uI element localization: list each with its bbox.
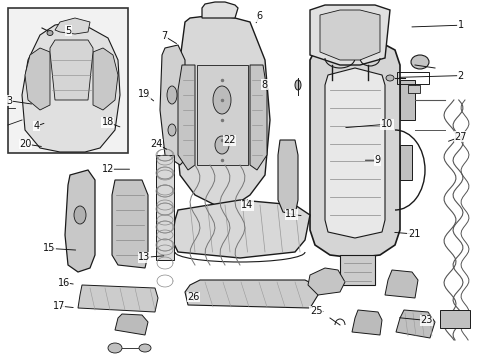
Polygon shape [250,65,267,170]
Polygon shape [310,5,390,65]
Ellipse shape [168,124,176,136]
Text: 3: 3 [7,96,13,106]
Ellipse shape [215,136,229,154]
Polygon shape [93,48,118,110]
Ellipse shape [108,343,122,353]
Text: 2: 2 [458,71,464,81]
Text: 13: 13 [139,252,151,262]
Polygon shape [172,200,310,258]
Text: 26: 26 [187,292,200,302]
Polygon shape [202,2,238,18]
Bar [8,8,128,153]
Text: 24: 24 [150,139,163,149]
Ellipse shape [167,86,177,104]
Bar [397,72,429,84]
Polygon shape [325,68,385,238]
Text: 25: 25 [310,306,322,316]
Text: 1: 1 [458,20,464,30]
Polygon shape [115,314,148,335]
Ellipse shape [139,344,151,352]
Text: 27: 27 [454,132,467,142]
Text: 23: 23 [420,315,433,325]
Polygon shape [112,180,148,268]
Text: 4: 4 [34,121,40,131]
Ellipse shape [295,80,301,90]
Polygon shape [178,65,195,170]
Text: 19: 19 [139,89,151,99]
Text: 22: 22 [223,135,236,145]
Polygon shape [65,170,95,272]
Text: 6: 6 [257,11,263,21]
Polygon shape [385,270,418,298]
Ellipse shape [47,31,53,36]
Polygon shape [55,18,90,34]
Polygon shape [308,268,345,295]
Polygon shape [160,45,185,165]
Text: 21: 21 [408,229,420,239]
Polygon shape [22,22,120,152]
Polygon shape [310,38,400,258]
Polygon shape [175,15,270,205]
Polygon shape [320,10,380,60]
Bar [400,80,415,120]
Polygon shape [396,310,435,338]
Polygon shape [197,65,248,165]
Text: 5: 5 [66,26,72,36]
Text: 15: 15 [43,243,55,253]
Text: 9: 9 [374,155,380,165]
Ellipse shape [411,55,429,69]
Bar [408,85,420,93]
Ellipse shape [74,206,86,224]
Polygon shape [78,285,158,312]
Bar [440,310,470,328]
Text: 18: 18 [102,117,114,127]
Polygon shape [352,310,382,335]
Text: 17: 17 [52,301,65,311]
Ellipse shape [386,75,394,81]
Polygon shape [50,40,93,100]
Polygon shape [278,140,298,215]
Polygon shape [25,48,50,110]
Polygon shape [340,255,375,285]
Text: 14: 14 [242,200,254,210]
Text: 20: 20 [19,139,32,149]
Ellipse shape [213,86,231,114]
Polygon shape [185,280,318,308]
Bar [400,145,412,180]
Text: 10: 10 [381,119,393,129]
Text: 12: 12 [101,164,114,174]
Text: 8: 8 [262,80,268,90]
Text: 11: 11 [285,209,298,219]
Text: 7: 7 [161,31,167,41]
Bar [156,155,174,260]
Text: 16: 16 [58,278,70,288]
